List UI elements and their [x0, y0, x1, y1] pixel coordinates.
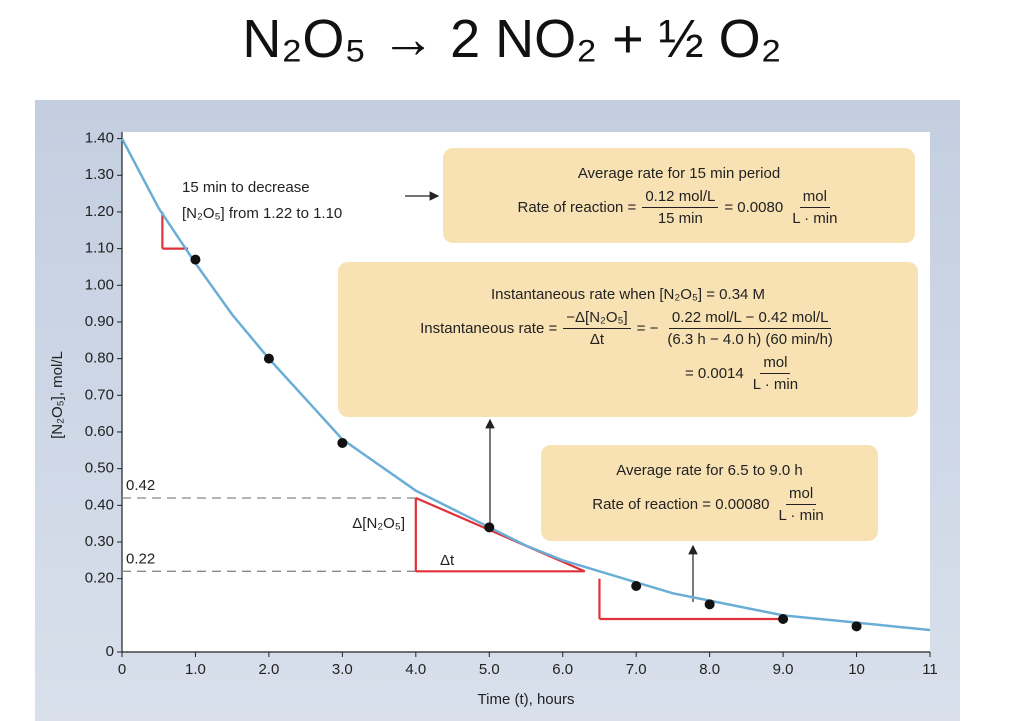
x-tick-label: 2.0: [258, 661, 279, 678]
box-heading: Average rate for 15 min period: [577, 164, 781, 182]
x-tick-label: 1.0: [185, 661, 206, 678]
formula-text: = 0.0014: [684, 365, 744, 382]
data-point: [851, 621, 862, 632]
denominator: L · min: [752, 376, 799, 393]
info-box: Average rate for 15 min period Rate of re…: [443, 148, 915, 243]
numerator: 0.12 mol/L: [642, 188, 719, 208]
numerator: −Δ[N₂O₅]: [563, 309, 631, 329]
y-tick-label: 0.30: [85, 533, 114, 550]
numerator: mol: [799, 188, 830, 208]
formula-row: Rate of reaction = 0.12 mol/L 15 min = 0.00…: [518, 188, 841, 227]
fraction: 0.12 mol/L 15 min: [642, 188, 719, 227]
data-point: [263, 353, 274, 364]
y-tick-label: 0.20: [85, 570, 114, 587]
data-point: [484, 522, 495, 533]
y-tick-label: 1.10: [85, 240, 114, 257]
x-tick-label: 6.0: [552, 661, 573, 678]
x-axis-label: Time (t), hours: [478, 691, 575, 708]
x-tick-label: 5.0: [479, 661, 500, 678]
y-tick-label: 0: [106, 643, 114, 660]
formula-text: Instantaneous rate =: [420, 320, 558, 337]
data-point: [337, 437, 348, 448]
data-point: [704, 599, 715, 610]
x-tick-label: 4.0: [405, 661, 426, 678]
fraction: mol L · min: [750, 354, 801, 393]
fraction: mol L · min: [775, 485, 826, 524]
formula-row: = 0.0014 mol L · min: [685, 354, 801, 393]
fraction: mol L · min: [789, 188, 840, 227]
denominator: L · min: [792, 209, 838, 227]
formula-row: Instantaneous rate = −Δ[N₂O₅] Δt = − 0.22 mo…: [420, 309, 836, 348]
denominator: Δt: [589, 331, 605, 348]
denominator: L · min: [778, 507, 824, 524]
data-point: [778, 613, 789, 624]
y-tick-label: 1.30: [85, 166, 114, 183]
fraction: 0.22 mol/L − 0.42 mol/L (6.3 h − 4.0 h) (…: [664, 309, 836, 348]
box-heading: Instantaneous rate when [N₂O₅] = 0.34 M: [490, 286, 766, 303]
y-tick-label: 0.50: [85, 460, 114, 477]
annotation: Δt: [440, 552, 455, 569]
x-tick-label: 10: [848, 661, 865, 678]
data-point: [190, 254, 201, 265]
curve: [120, 138, 931, 632]
y-tick-label: 1.40: [85, 130, 114, 147]
data-point: [631, 580, 642, 591]
y-tick-label: 1.20: [85, 203, 114, 220]
fraction: −Δ[N₂O₅] Δt: [563, 309, 631, 348]
y-tick-label: 0.40: [85, 496, 114, 513]
reference-label: 0.42: [126, 477, 155, 494]
formula-text: Rate of reaction =: [517, 198, 637, 216]
denominator: (6.3 h − 4.0 h) (60 min/h): [667, 331, 833, 348]
formula-text: = −: [636, 320, 659, 337]
numerator: mol: [786, 485, 817, 505]
reference-label: 0.22: [126, 550, 155, 567]
y-tick-label: 0.60: [85, 423, 114, 440]
formula-text: = 0.0080: [724, 198, 784, 216]
annotation: [N₂O₅] from 1.22 to 1.10: [182, 205, 342, 222]
x-tick-label: 9.0: [773, 661, 794, 678]
y-tick-label: 0.70: [85, 386, 114, 403]
denominator: 15 min: [657, 209, 703, 227]
info-box: Instantaneous rate when [N₂O₅] = 0.34 M I…: [338, 262, 918, 417]
annotation: Δ[N₂O₅]: [352, 515, 405, 532]
x-tick-label: 7.0: [626, 661, 647, 678]
box-heading: Average rate for 6.5 to 9.0 h: [616, 462, 803, 479]
numerator: 0.22 mol/L − 0.42 mol/L: [668, 309, 832, 329]
annotation: 15 min to decrease: [182, 179, 310, 196]
y-axis-label: [N₂O₅], mol/L: [49, 351, 66, 439]
formula-row: Rate of reaction = 0.00080 mol L · min: [592, 485, 827, 524]
x-tick-label: 0: [118, 661, 126, 678]
formula-text: Rate of reaction = 0.00080: [592, 496, 770, 513]
x-tick-label: 8.0: [699, 661, 720, 678]
y-tick-label: 1.00: [85, 276, 114, 293]
y-tick-label: 0.80: [85, 350, 114, 367]
x-tick-label: 3.0: [332, 661, 353, 678]
title: N₂O₅ → 2 NO₂ + ½ O₂: [242, 9, 782, 69]
numerator: mol: [760, 354, 791, 374]
info-box: Average rate for 6.5 to 9.0 h Rate of rea…: [541, 445, 878, 541]
y-tick-label: 0.90: [85, 313, 114, 330]
x-tick-label: 11: [922, 661, 938, 678]
